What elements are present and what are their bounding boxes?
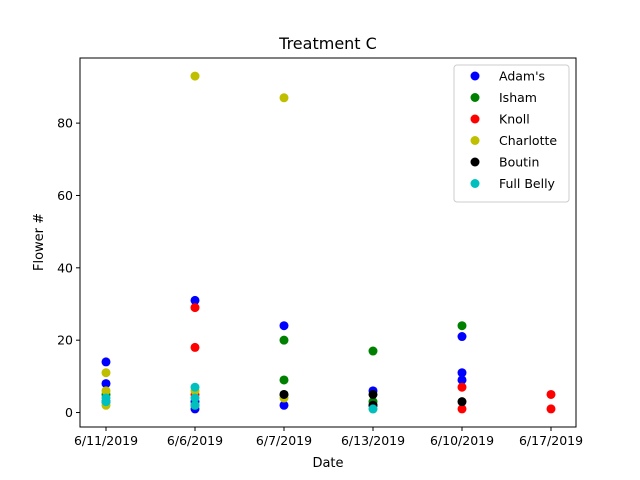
y-tick-label: 20 xyxy=(57,333,73,348)
y-tick-label: 80 xyxy=(57,116,73,131)
data-point xyxy=(190,382,200,392)
data-point xyxy=(279,93,289,103)
data-point xyxy=(368,389,378,399)
y-tick-label: 60 xyxy=(57,188,73,203)
data-point xyxy=(368,346,378,356)
data-point xyxy=(457,382,467,392)
data-point xyxy=(546,389,556,399)
y-tick-label: 0 xyxy=(65,405,73,420)
data-point xyxy=(279,375,289,385)
data-point xyxy=(190,393,200,403)
data-point xyxy=(279,321,289,331)
y-axis: 0 20 40 60 80 xyxy=(57,116,80,420)
data-point xyxy=(457,404,467,414)
data-point xyxy=(190,400,200,410)
legend-label: Full Belly xyxy=(499,176,556,191)
data-point xyxy=(457,321,467,331)
data-point xyxy=(457,332,467,342)
x-axis: 6/11/2019 6/6/2019 6/7/2019 6/13/2019 6/10/2… xyxy=(74,427,583,448)
legend-label: Boutin xyxy=(499,155,539,170)
x-tick-label: 6/17/2019 xyxy=(519,433,583,448)
data-point xyxy=(457,368,467,378)
x-axis-label: Date xyxy=(312,456,343,471)
legend-label: Isham xyxy=(499,90,537,105)
data-point xyxy=(190,342,200,352)
x-tick-label: 6/13/2019 xyxy=(341,433,405,448)
legend-marker xyxy=(470,93,480,102)
data-point xyxy=(279,335,289,345)
data-point xyxy=(279,389,289,399)
legend-marker xyxy=(470,136,480,145)
data-point xyxy=(457,375,467,385)
data-point xyxy=(368,404,378,414)
legend-marker xyxy=(470,71,480,81)
legend-label: Knoll xyxy=(499,112,530,127)
data-point xyxy=(101,397,111,407)
data-point xyxy=(190,295,200,305)
legend-marker xyxy=(470,114,480,124)
x-tick-label: 6/7/2019 xyxy=(256,433,312,448)
data-point xyxy=(101,357,111,367)
y-axis-label: Flower # xyxy=(32,213,47,271)
data-point xyxy=(279,400,289,410)
legend-label: Charlotte xyxy=(499,133,557,148)
plot-frame xyxy=(79,57,577,428)
legend-marker xyxy=(470,179,480,188)
x-tick-label: 6/11/2019 xyxy=(74,433,138,448)
data-point xyxy=(546,404,556,414)
data-point xyxy=(101,386,111,396)
data-point xyxy=(101,379,111,389)
data-point xyxy=(190,303,200,313)
legend-label: Adam's xyxy=(499,69,545,84)
x-tick-label: 6/6/2019 xyxy=(167,433,223,448)
legend-marker xyxy=(470,157,480,167)
chart-title: Treatment C xyxy=(278,34,377,53)
data-points xyxy=(101,71,556,414)
legend: Adam's Isham Knoll Charlotte Boutin Full Bell… xyxy=(453,64,570,203)
data-point xyxy=(457,397,467,407)
x-tick-label: 6/10/2019 xyxy=(430,433,494,448)
y-tick-label: 40 xyxy=(57,260,73,275)
data-point xyxy=(190,71,200,81)
legend-box xyxy=(453,64,570,203)
data-point xyxy=(101,368,111,378)
